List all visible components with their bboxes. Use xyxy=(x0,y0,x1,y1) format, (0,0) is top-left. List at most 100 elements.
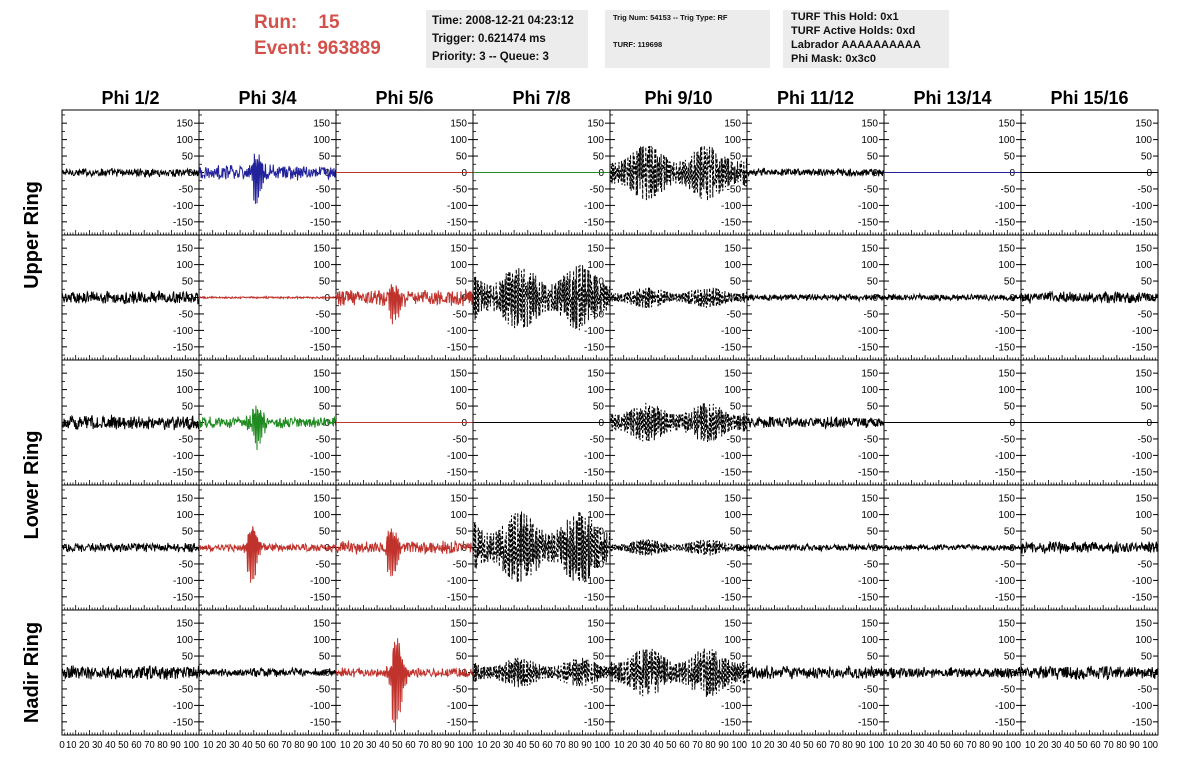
waveform-r5-c4 xyxy=(472,657,611,688)
y-tick-label-r2-c2-6: -150 xyxy=(310,342,330,353)
y-tick-label-r2-c6-1: 100 xyxy=(861,260,878,271)
y-tick-label-r4-c3-5: -100 xyxy=(447,576,467,587)
waveform-r2-c4 xyxy=(472,264,611,331)
y-tick-label-r5-c1-4: -50 xyxy=(179,684,194,695)
y-tick-label-r1-c3-1: 100 xyxy=(450,135,467,146)
column-header-1: Phi 1/2 xyxy=(101,88,159,108)
x-tick-labels-c1: 10 20 30 40 50 60 70 80 90 100 xyxy=(66,740,199,751)
y-tick-label-r1-c7-3: 0 xyxy=(1009,168,1015,179)
y-tick-label-r3-c4-1: 100 xyxy=(587,385,604,396)
row-label-1: Upper Ring xyxy=(21,181,43,289)
y-tick-label-r3-c3-2: 50 xyxy=(456,402,468,413)
y-tick-label-r1-c4-1: 100 xyxy=(587,135,604,146)
y-tick-label-r4-c6-0: 150 xyxy=(861,494,878,505)
y-tick-label-r3-c4-2: 50 xyxy=(593,402,605,413)
y-tick-label-r5-c2-0: 150 xyxy=(313,619,330,630)
y-tick-label-r2-c7-5: -100 xyxy=(995,326,1015,337)
y-tick-label-r4-c1-6: -150 xyxy=(173,592,193,603)
y-tick-label-r4-c1-2: 50 xyxy=(182,527,194,538)
y-tick-label-r2-c5-2: 50 xyxy=(730,277,742,288)
turf-text: TURF: 119698 xyxy=(613,40,663,49)
waveform-r4-c2 xyxy=(198,526,337,583)
event-line: Event: 963889 xyxy=(254,36,381,62)
y-tick-label-r5-c7-5: -100 xyxy=(995,701,1015,712)
waveform-r3-c6 xyxy=(746,416,885,430)
y-tick-label-r5-c1-5: -100 xyxy=(173,701,193,712)
y-tick-label-r1-c6-4: -50 xyxy=(864,184,879,195)
waveform-r2-c3 xyxy=(335,284,474,325)
y-tick-label-r5-c8-5: -100 xyxy=(1132,701,1152,712)
y-tick-label-r5-c4-0: 150 xyxy=(587,619,604,630)
x-tick-label-zero: 0 xyxy=(59,740,65,751)
run-line: Run: 15 xyxy=(254,10,381,36)
y-tick-label-r5-c5-6: -150 xyxy=(721,717,741,728)
y-tick-label-r1-c6-5: -100 xyxy=(858,201,878,212)
turf-info-box: TURF This Hold: 0x1 TURF Active Holds: 0… xyxy=(783,10,949,68)
y-tick-label-r4-c5-1: 100 xyxy=(724,510,741,521)
y-tick-label-r2-c1-6: -150 xyxy=(173,342,193,353)
y-tick-label-r1-c4-6: -150 xyxy=(584,217,604,228)
y-tick-label-r2-c7-2: 50 xyxy=(1004,277,1016,288)
y-tick-label-r2-c6-4: -50 xyxy=(864,309,879,320)
y-tick-label-r4-c3-4: -50 xyxy=(453,559,468,570)
waveform-r3-c1 xyxy=(61,414,200,431)
y-tick-label-r3-c2-6: -150 xyxy=(310,467,330,478)
y-tick-label-r1-c4-5: -100 xyxy=(584,201,604,212)
y-tick-label-r2-c8-4: -50 xyxy=(1138,309,1153,320)
y-tick-label-r5-c3-5: -100 xyxy=(447,701,467,712)
waveform-r5-c3 xyxy=(335,638,474,732)
column-header-8: Phi 15/16 xyxy=(1050,88,1128,108)
y-tick-label-r1-c6-0: 150 xyxy=(861,119,878,130)
waveform-r3-c5 xyxy=(609,402,748,443)
y-tick-label-r1-c7-0: 150 xyxy=(998,119,1015,130)
y-tick-label-r4-c6-6: -150 xyxy=(858,592,878,603)
y-tick-label-r3-c8-0: 150 xyxy=(1135,369,1152,380)
y-tick-label-r5-c6-3: 0 xyxy=(872,668,878,679)
y-tick-label-r4-c7-6: -150 xyxy=(995,592,1015,603)
y-tick-label-r1-c7-1: 100 xyxy=(998,135,1015,146)
y-tick-label-r3-c2-3: 0 xyxy=(324,418,330,429)
y-tick-label-r2-c6-5: -100 xyxy=(858,326,878,337)
y-tick-label-r5-c6-1: 100 xyxy=(861,635,878,646)
y-tick-label-r2-c1-2: 50 xyxy=(182,277,194,288)
y-tick-label-r5-c8-0: 150 xyxy=(1135,619,1152,630)
y-tick-label-r2-c4-5: -100 xyxy=(584,326,604,337)
y-tick-label-r4-c2-5: -100 xyxy=(310,576,330,587)
column-header-4: Phi 7/8 xyxy=(512,88,570,108)
column-header-5: Phi 9/10 xyxy=(644,88,712,108)
y-tick-label-r5-c2-6: -150 xyxy=(310,717,330,728)
y-tick-label-r4-c7-4: -50 xyxy=(1001,559,1016,570)
y-tick-label-r5-c3-2: 50 xyxy=(456,652,468,663)
y-tick-label-r4-c5-5: -100 xyxy=(721,576,741,587)
y-tick-label-r2-c3-4: -50 xyxy=(453,309,468,320)
waveform-r2-c1 xyxy=(61,290,200,305)
y-tick-label-r4-c7-1: 100 xyxy=(998,510,1015,521)
row-label-3: Nadir Ring xyxy=(21,622,43,723)
y-tick-label-r3-c1-4: -50 xyxy=(179,434,194,445)
y-tick-label-r1-c6-6: -150 xyxy=(858,217,878,228)
y-tick-label-r2-c2-3: 0 xyxy=(324,293,330,304)
y-tick-label-r4-c3-6: -150 xyxy=(447,592,467,603)
y-tick-label-r2-c8-5: -100 xyxy=(1132,326,1152,337)
waveform-r1-c2 xyxy=(198,153,337,204)
waveform-r5-c2 xyxy=(198,666,337,678)
y-tick-label-r4-c5-2: 50 xyxy=(730,527,742,538)
waveform-r2-c2 xyxy=(198,295,337,301)
y-tick-label-r4-c5-4: -50 xyxy=(727,559,742,570)
y-tick-label-r1-c6-1: 100 xyxy=(861,135,878,146)
y-tick-label-r5-c1-1: 100 xyxy=(176,635,193,646)
y-tick-label-r1-c1-6: -150 xyxy=(173,217,193,228)
y-tick-label-r3-c8-1: 100 xyxy=(1135,385,1152,396)
y-tick-label-r4-c8-1: 100 xyxy=(1135,510,1152,521)
y-tick-label-r4-c1-4: -50 xyxy=(179,559,194,570)
y-tick-label-r1-c2-6: -150 xyxy=(310,217,330,228)
waveform-r2-c5 xyxy=(609,287,748,309)
y-tick-label-r5-c7-2: 50 xyxy=(1004,652,1016,663)
y-tick-label-r1-c7-4: -50 xyxy=(1001,184,1016,195)
y-tick-label-r3-c4-5: -100 xyxy=(584,451,604,462)
y-tick-label-r1-c5-1: 100 xyxy=(724,135,741,146)
y-tick-label-r5-c5-1: 100 xyxy=(724,635,741,646)
y-tick-label-r5-c4-2: 50 xyxy=(593,652,605,663)
y-tick-label-r5-c8-2: 50 xyxy=(1141,652,1153,663)
run-label: Run: xyxy=(254,12,298,33)
